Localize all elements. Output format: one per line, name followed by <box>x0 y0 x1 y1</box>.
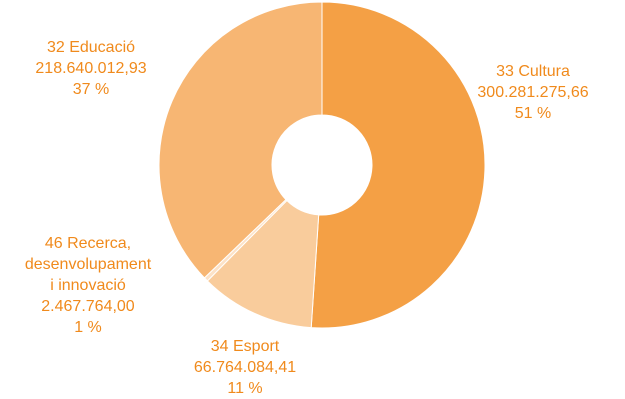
slice-label-esport: 34 Esport 66.764.084,41 11 % <box>180 336 310 399</box>
slice-label-name: 32 Educació <box>46 39 136 56</box>
slice-label-name: 34 Esport <box>210 338 280 355</box>
slice-label-name-line3: i innovació <box>50 277 126 294</box>
slice-label-value: 66.764.084,41 <box>193 359 297 376</box>
slice-label-percent: 51 % <box>514 105 552 122</box>
slice-educacio <box>158 1 323 279</box>
slice-label-percent: 11 % <box>227 380 263 397</box>
slice-cultura <box>310 1 486 329</box>
slice-label-percent: 1 % <box>74 319 102 336</box>
slice-label-percent: 37 % <box>72 81 110 98</box>
slice-label-name-line1: 46 Recerca, <box>44 235 132 252</box>
slice-label-educacio: 32 Educació 218.640.012,93 37 % <box>22 37 160 100</box>
slice-label-name-line2: desenvolupament <box>24 256 152 273</box>
slice-label-recerca: 46 Recerca, desenvolupament i innovació … <box>8 233 168 338</box>
slice-label-value: 300.281.275,66 <box>477 84 589 101</box>
slice-label-name: 33 Cultura <box>496 63 570 80</box>
slice-label-cultura: 33 Cultura 300.281.275,66 51 % <box>468 61 598 124</box>
slice-label-value: 2.467.764,00 <box>41 298 135 315</box>
slice-label-value: 218.640.012,93 <box>35 60 147 77</box>
